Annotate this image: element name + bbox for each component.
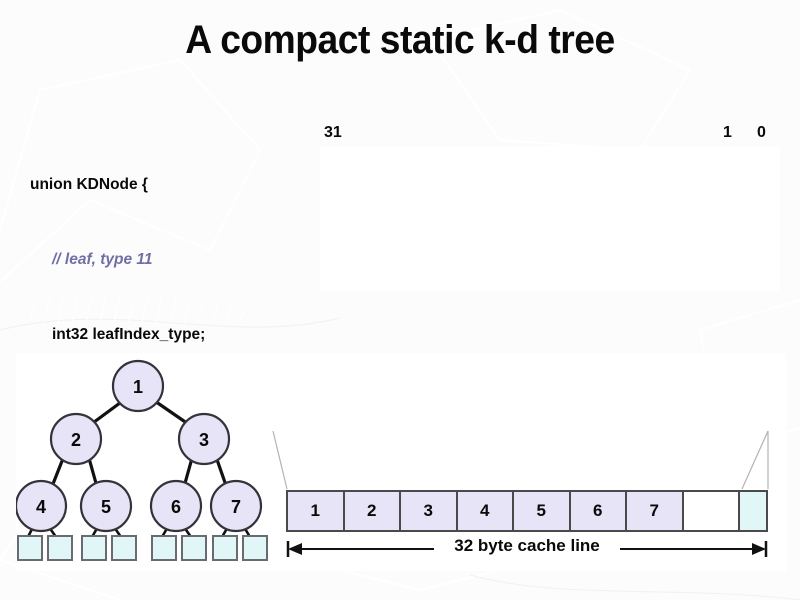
code-line-2: int32 leafIndex_type;	[52, 326, 206, 343]
tree-node-label-2: 2	[71, 430, 81, 450]
cache-line-caption-group: 32 byte cache line	[286, 536, 768, 562]
tree-node-label-7: 7	[231, 497, 241, 517]
code-line-1: // leaf, type 11	[52, 251, 153, 268]
cache-cell-tag	[740, 492, 766, 530]
tree-leaf-squares	[17, 535, 268, 561]
leaf-bitfield-label-1: 1	[723, 124, 732, 141]
tree-node-label-6: 6	[171, 497, 181, 517]
leaf-bitfield-label-31: 31	[324, 124, 342, 141]
cache-cell-7: 7	[627, 492, 684, 530]
code-line-0: union KDNode {	[30, 176, 148, 193]
cache-line-layout: 1 2 3 4 5 6 7	[286, 490, 768, 532]
tree-node-label-4: 4	[36, 497, 46, 517]
cache-cell-5: 5	[514, 492, 571, 530]
cache-line-caption: 32 byte cache line	[454, 536, 600, 555]
kd-tree-diagram: 1 2 3 4 5 6 7	[16, 359, 268, 561]
tree-node-label-3: 3	[199, 430, 209, 450]
cache-cell-3: 3	[401, 492, 458, 530]
cache-cell-6: 6	[570, 492, 627, 530]
cache-cell-4: 4	[457, 492, 514, 530]
leaf-bitfield-label-0: 0	[757, 124, 766, 141]
cache-cell-2: 2	[344, 492, 401, 530]
tree-node-label-5: 5	[101, 497, 111, 517]
cache-cell-1: 1	[288, 492, 345, 530]
page-title: A compact static k-d tree	[185, 18, 615, 62]
bitfield-panel-top	[320, 146, 780, 290]
cache-cell-empty	[683, 492, 740, 530]
tree-node-label-1: 1	[133, 377, 143, 397]
